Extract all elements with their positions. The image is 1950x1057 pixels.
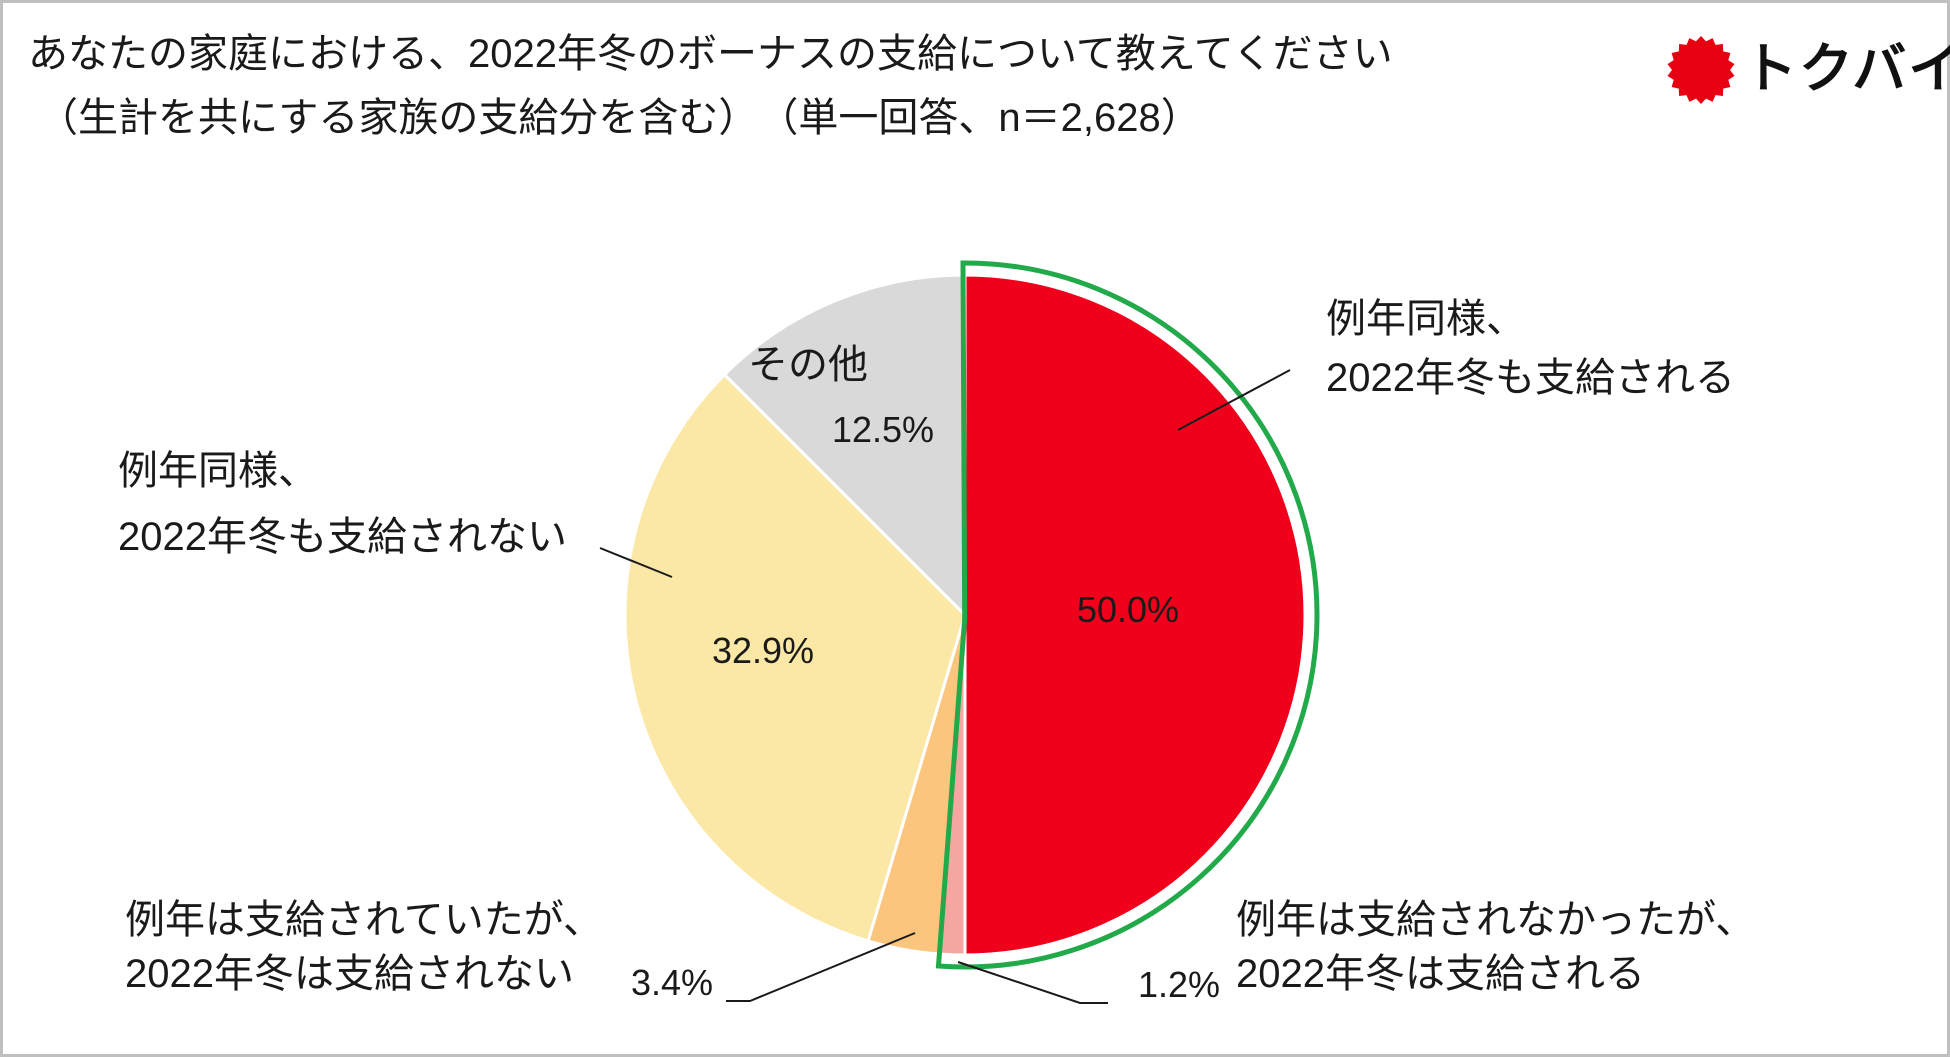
brand-logo: トクバイ [1665,34,1950,106]
data-label-regular-unpaid: 32.9% [712,630,814,671]
chart-subtitle: （生計を共にする家族の支給分を含む） （単一回答、n＝2,628） [38,96,1201,140]
category-label-line: 例年は支給されなかったが、 [1236,898,1755,942]
data-label-other: 12.5% [832,409,934,450]
pie-slice-regular-paid [963,273,1307,957]
category-label-other: その他 [748,343,868,387]
sun-badge-icon [1667,36,1735,104]
leader-line-regular-paid [1177,369,1291,431]
category-label-line: 2022年冬は支給されない [125,952,574,996]
category-label-line: 例年同様、 [118,449,318,493]
brand-logo-text: トクバイ [1743,39,1950,99]
category-label-regular-unpaid: 例年同様、 2022年冬も支給されない [118,449,567,559]
pie-slice-other [722,273,967,619]
data-label-newly-paid: 1.2% [1138,964,1220,1005]
category-label-line: 2022年冬は支給される [1236,952,1645,996]
category-label-line: 2022年冬も支給される [1326,356,1735,400]
data-label-newly-unpaid: 3.4% [631,962,713,1003]
category-label-line: その他 [748,343,868,387]
category-label-line: 例年同様、 [1326,297,1526,341]
category-label-newly-paid: 例年は支給されなかったが、 2022年冬は支給される [1236,898,1755,996]
highlight-outline [935,260,1320,970]
category-label-line: 2022年冬も支給されない [118,515,567,559]
leader-line-newly-unpaid [726,932,916,1002]
category-label-newly-unpaid: 例年は支給されていたが、 2022年冬は支給されない [125,898,603,996]
chart-title: あなたの家庭における、2022年冬のボーナスの支給について教えてください [28,32,1393,76]
pie-slice-regular-unpaid [623,372,967,943]
leader-line-newly-paid [957,961,1108,1004]
category-label-line: 例年は支給されていたが、 [125,898,603,942]
category-label-regular-paid: 例年同様、 2022年冬も支給される [1326,297,1735,400]
leader-line-regular-unpaid [599,547,673,578]
data-label-regular-paid: 50.0% [1077,589,1179,630]
